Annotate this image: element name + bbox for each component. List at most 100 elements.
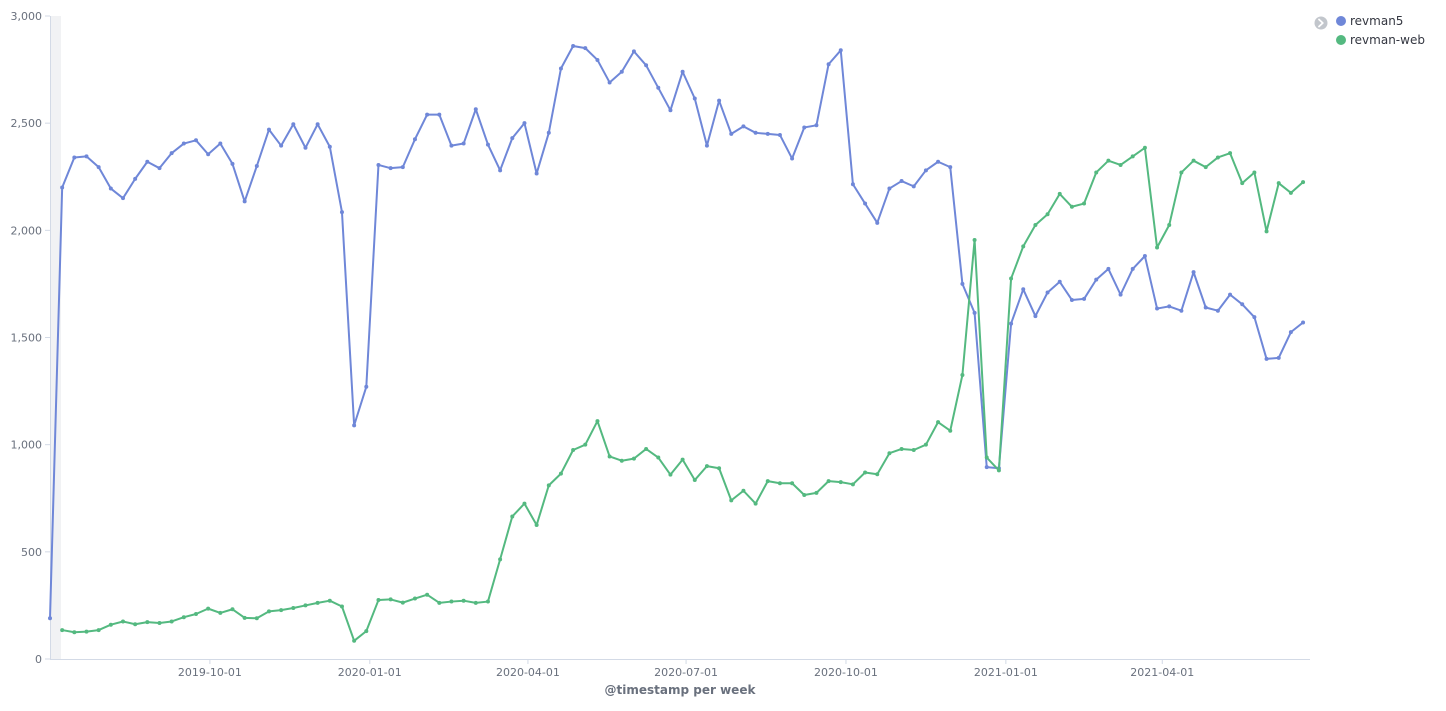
data-point-revman-web[interactable]: [1167, 222, 1172, 227]
data-point-revman5[interactable]: [108, 186, 113, 191]
data-point-revman5[interactable]: [923, 168, 928, 173]
data-point-revman5[interactable]: [546, 130, 551, 135]
data-point-revman-web[interactable]: [656, 455, 661, 460]
data-point-revman-web[interactable]: [777, 481, 782, 486]
data-point-revman5[interactable]: [510, 136, 515, 141]
data-point-revman5[interactable]: [1069, 297, 1074, 302]
data-point-revman5[interactable]: [1252, 315, 1257, 320]
data-point-revman-web[interactable]: [157, 620, 162, 625]
data-point-revman-web[interactable]: [96, 628, 101, 633]
data-point-revman-web[interactable]: [826, 479, 831, 484]
data-point-revman5[interactable]: [887, 186, 892, 191]
data-point-revman-web[interactable]: [1069, 204, 1074, 209]
data-point-revman5[interactable]: [1215, 308, 1220, 313]
data-point-revman-web[interactable]: [133, 622, 138, 627]
data-point-revman5[interactable]: [1203, 305, 1208, 310]
data-point-revman5[interactable]: [327, 144, 332, 149]
data-point-revman-web[interactable]: [960, 373, 965, 378]
data-point-revman5[interactable]: [60, 185, 65, 190]
data-point-revman5[interactable]: [279, 143, 284, 148]
data-point-revman5[interactable]: [303, 145, 308, 150]
data-point-revman5[interactable]: [607, 80, 612, 85]
data-point-revman-web[interactable]: [352, 638, 357, 643]
data-point-revman-web[interactable]: [400, 600, 405, 605]
data-point-revman5[interactable]: [1191, 270, 1196, 275]
data-point-revman-web[interactable]: [607, 454, 612, 459]
data-point-revman-web[interactable]: [984, 455, 989, 460]
data-point-revman5[interactable]: [498, 168, 503, 173]
data-point-revman-web[interactable]: [923, 442, 928, 447]
data-point-revman-web[interactable]: [1130, 154, 1135, 159]
data-point-revman5[interactable]: [1130, 266, 1135, 271]
data-point-revman5[interactable]: [741, 124, 746, 129]
data-point-revman5[interactable]: [826, 62, 831, 67]
data-point-revman-web[interactable]: [1045, 212, 1050, 217]
data-point-revman-web[interactable]: [1203, 165, 1208, 170]
data-point-revman5[interactable]: [84, 154, 89, 159]
data-point-revman-web[interactable]: [1215, 155, 1220, 160]
data-point-revman5[interactable]: [1276, 355, 1281, 360]
data-point-revman-web[interactable]: [303, 603, 308, 608]
data-point-revman-web[interactable]: [692, 478, 697, 483]
data-point-revman5[interactable]: [838, 48, 843, 53]
data-point-revman-web[interactable]: [145, 620, 150, 625]
data-point-revman-web[interactable]: [1155, 245, 1160, 250]
data-point-revman-web[interactable]: [595, 419, 600, 424]
data-point-revman-web[interactable]: [1252, 170, 1257, 175]
data-point-revman5[interactable]: [1240, 302, 1245, 307]
data-point-revman-web[interactable]: [425, 592, 430, 597]
data-point-revman5[interactable]: [583, 46, 588, 51]
data-point-revman-web[interactable]: [790, 481, 795, 486]
data-point-revman-web[interactable]: [461, 598, 466, 603]
data-point-revman-web[interactable]: [875, 472, 880, 477]
data-point-revman5[interactable]: [644, 63, 649, 68]
data-point-revman-web[interactable]: [1118, 162, 1123, 167]
data-point-revman5[interactable]: [1057, 279, 1062, 284]
data-point-revman5[interactable]: [558, 66, 563, 71]
data-point-revman5[interactable]: [1106, 266, 1111, 271]
data-point-revman5[interactable]: [120, 196, 125, 201]
data-point-revman5[interactable]: [850, 182, 855, 187]
data-point-revman-web[interactable]: [1191, 158, 1196, 163]
data-point-revman-web[interactable]: [996, 468, 1001, 473]
data-point-revman5[interactable]: [400, 165, 405, 170]
data-point-revman-web[interactable]: [437, 600, 442, 605]
data-point-revman-web[interactable]: [412, 596, 417, 601]
data-point-revman-web[interactable]: [376, 598, 381, 603]
data-point-revman-web[interactable]: [60, 628, 65, 633]
data-point-revman-web[interactable]: [948, 428, 953, 433]
data-point-revman5[interactable]: [315, 122, 320, 127]
data-point-revman5[interactable]: [729, 131, 734, 136]
data-point-revman-web[interactable]: [741, 488, 746, 493]
data-point-revman5[interactable]: [425, 112, 430, 117]
data-point-revman-web[interactable]: [206, 606, 211, 611]
data-point-revman-web[interactable]: [1240, 181, 1245, 186]
data-point-revman5[interactable]: [692, 96, 697, 101]
data-point-revman5[interactable]: [169, 151, 174, 156]
data-point-revman5[interactable]: [595, 57, 600, 62]
data-point-revman-web[interactable]: [668, 472, 673, 477]
data-point-revman5[interactable]: [1142, 254, 1147, 259]
data-point-revman-web[interactable]: [631, 456, 636, 461]
data-point-revman-web[interactable]: [230, 607, 235, 612]
data-point-revman5[interactable]: [242, 199, 247, 204]
data-point-revman-web[interactable]: [619, 458, 624, 463]
data-point-revman5[interactable]: [936, 159, 941, 164]
data-point-revman-web[interactable]: [1009, 276, 1014, 281]
data-point-revman-web[interactable]: [729, 498, 734, 503]
data-point-revman5[interactable]: [790, 156, 795, 161]
data-point-revman5[interactable]: [72, 155, 77, 160]
legend-item-revman5[interactable]: revman5: [1336, 14, 1403, 28]
data-point-revman-web[interactable]: [765, 479, 770, 484]
data-point-revman5[interactable]: [972, 310, 977, 315]
data-point-revman5[interactable]: [1288, 330, 1293, 335]
data-point-revman5[interactable]: [473, 107, 478, 112]
data-point-revman-web[interactable]: [254, 616, 259, 621]
data-point-revman-web[interactable]: [1106, 158, 1111, 163]
data-point-revman5[interactable]: [668, 108, 673, 113]
data-point-revman-web[interactable]: [1057, 191, 1062, 196]
data-point-revman5[interactable]: [193, 138, 198, 143]
data-point-revman5[interactable]: [96, 165, 101, 170]
data-point-revman5[interactable]: [863, 201, 868, 206]
data-point-revman5[interactable]: [449, 143, 454, 148]
